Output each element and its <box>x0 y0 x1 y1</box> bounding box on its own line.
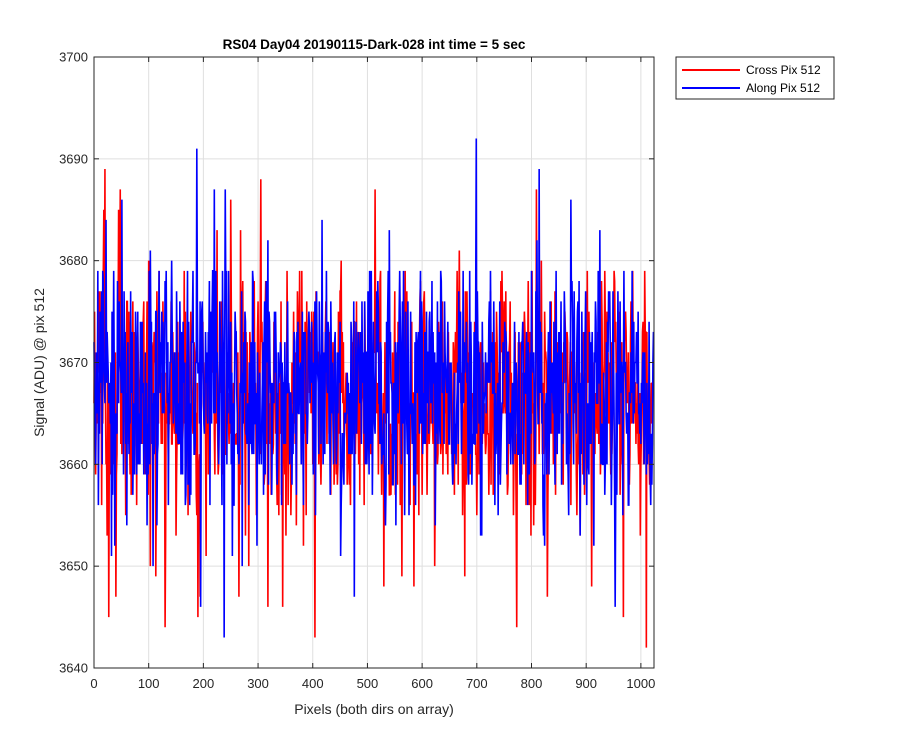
x-tick-label: 900 <box>575 676 597 691</box>
y-axis-label: Signal (ADU) @ pix 512 <box>31 288 47 437</box>
y-tick-label: 3670 <box>59 355 88 370</box>
x-tick-label: 300 <box>247 676 269 691</box>
x-tick-label: 0 <box>90 676 97 691</box>
y-tick-label: 3640 <box>59 661 88 676</box>
legend-label-along: Along Pix 512 <box>746 81 820 95</box>
ticks: 0 100 200 300 400 500 600 700 800 900 1000 3640 3650… <box>59 50 655 692</box>
y-tick-label: 3690 <box>59 151 88 166</box>
x-tick-label: 400 <box>302 676 324 691</box>
legend-box <box>675 56 835 100</box>
x-tick-label: 500 <box>357 676 379 691</box>
x-tick-label: 700 <box>466 676 488 691</box>
y-tick-label: 3650 <box>59 559 88 574</box>
y-tick-label: 3680 <box>59 253 88 268</box>
series-group <box>93 138 655 648</box>
x-tick-label: 100 <box>138 676 160 691</box>
series-line-along-pix-512 <box>93 138 655 638</box>
y-tick-label: 3700 <box>59 50 88 65</box>
x-tick-label: 200 <box>193 676 215 691</box>
x-tick-label: 800 <box>521 676 543 691</box>
legend-label-cross: Cross Pix 512 <box>746 63 821 77</box>
x-axis-label: Pixels (both dirs on array) <box>294 701 454 717</box>
x-tick-label: 1000 <box>626 676 655 691</box>
legend: Cross Pix 512 Along Pix 512 <box>675 56 835 100</box>
y-tick-label: 3660 <box>59 457 88 472</box>
x-tick-label: 600 <box>411 676 433 691</box>
chart-title: RS04 Day04 20190115-Dark-028 int time = … <box>223 37 526 52</box>
